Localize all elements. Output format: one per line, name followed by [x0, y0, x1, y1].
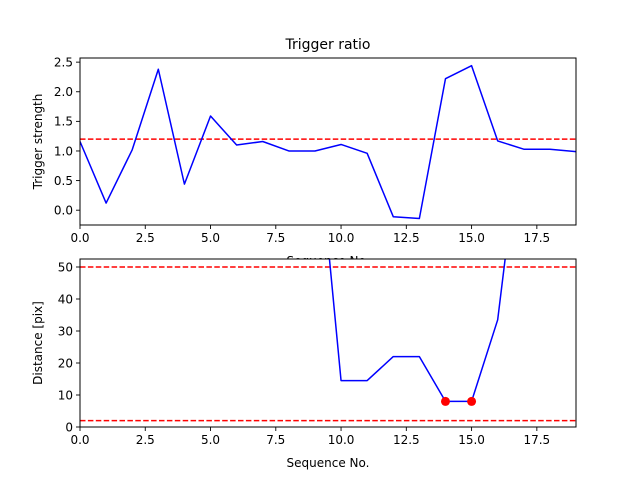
- series-line-0: [80, 64, 576, 220]
- y-tick-label: 2.5: [54, 55, 73, 69]
- y-tick-label: 0.5: [54, 174, 73, 188]
- series-line-0: [328, 259, 506, 403]
- y-axis-label: Trigger strength: [31, 94, 45, 191]
- x-axis-label: Sequence No.: [287, 456, 370, 470]
- plot-frame: [79, 57, 577, 226]
- x-tick-label: 0.0: [70, 433, 89, 447]
- x-tick-label: 17.5: [523, 231, 550, 245]
- x-tick-label: 2.5: [136, 433, 155, 447]
- x-tick-label: 17.5: [523, 433, 550, 447]
- x-tick-label: 12.5: [393, 433, 420, 447]
- y-tick-label: 1.5: [54, 115, 73, 129]
- x-tick-label: 10.0: [328, 433, 355, 447]
- distance-chart: 0.0 2.5 5.0 7.5 10.0 12.5 15.0 17.5 0 10 20 30 40 50 S…: [31, 258, 577, 470]
- y-tick-label: 1.0: [54, 144, 73, 158]
- plot-area: [80, 64, 576, 220]
- x-tick-label: 5.0: [201, 433, 220, 447]
- x-tick-label: 0.0: [70, 231, 89, 245]
- x-tick-label: 7.5: [266, 433, 285, 447]
- y-tick-label: 0.0: [54, 203, 73, 217]
- y-tick-label: 30: [58, 324, 73, 338]
- y-axis-label: Distance [pix]: [31, 301, 45, 385]
- chart-title: Trigger ratio: [284, 37, 370, 53]
- y-tick-label: 40: [58, 292, 73, 306]
- plot-area: [80, 259, 576, 422]
- y-tick-label: 0: [65, 420, 73, 434]
- x-tick-label: 15.0: [458, 231, 485, 245]
- x-tick-label: 7.5: [266, 231, 285, 245]
- y-tick-label: 50: [58, 260, 73, 274]
- data-point-marker-0: [440, 396, 450, 406]
- plot-background: [80, 259, 576, 427]
- y-tick-label: 20: [58, 356, 73, 370]
- x-tick-label: 2.5: [136, 231, 155, 245]
- x-tick-label: 15.0: [458, 433, 485, 447]
- y-tick-label: 2.0: [54, 85, 73, 99]
- x-tick-label: 10.0: [328, 231, 355, 245]
- x-tick-label: 5.0: [201, 231, 220, 245]
- x-tick-label: 12.5: [393, 231, 420, 245]
- plot-frame: [79, 258, 577, 428]
- y-tick-label: 10: [58, 388, 73, 402]
- data-point-marker-1: [467, 396, 477, 406]
